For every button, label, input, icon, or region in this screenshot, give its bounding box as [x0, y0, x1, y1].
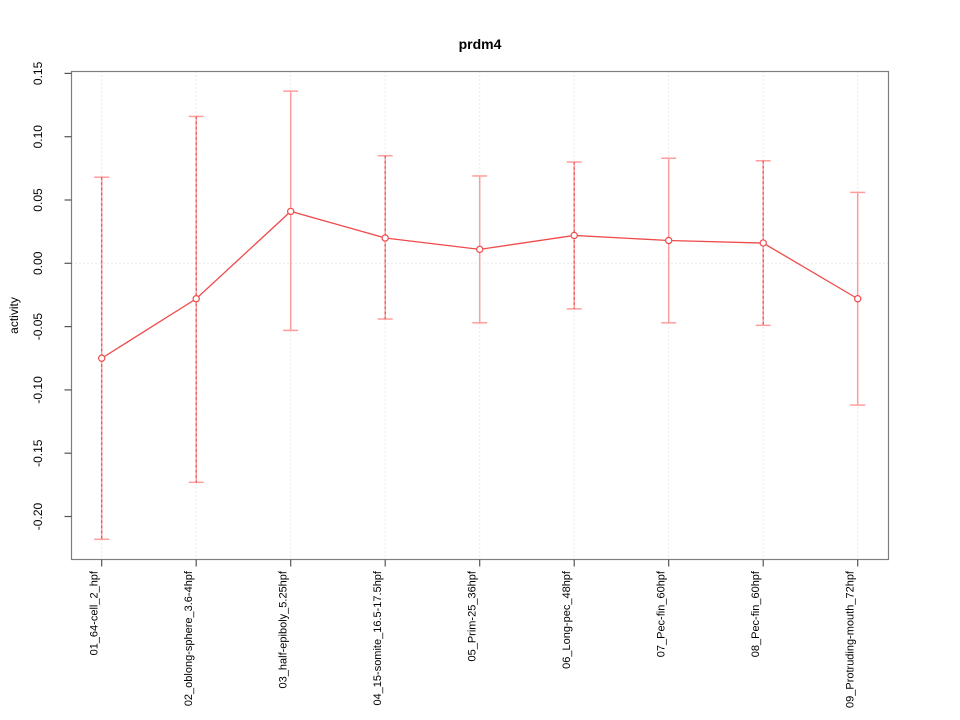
- data-point-marker: [570, 231, 578, 240]
- data-point-marker: [381, 234, 389, 242]
- data-point-marker: [476, 245, 484, 254]
- data-point-marker: [287, 207, 295, 216]
- y-tick-label: -0.10: [31, 376, 45, 404]
- x-tick-label: 09_Protruding-mouth_72hpf: [845, 570, 857, 708]
- data-point-marker: [759, 239, 767, 247]
- x-tick-label: 01_64-cell_2_hpf: [89, 570, 101, 655]
- data-point-marker: [854, 295, 862, 303]
- x-tick-label: 03_half-epiboly_5.25hpf: [278, 570, 290, 688]
- y-axis-label: activity: [7, 297, 21, 334]
- data-point-marker: [665, 236, 673, 245]
- chart-layers: -0.20 -0.15 -0.10 -0.05 0.00 0.05 0.10 0.15 01_6…: [31, 61, 890, 708]
- y-tick-label: 0.15: [31, 61, 45, 85]
- y-tick-label: 0.05: [31, 188, 45, 212]
- y-tick-label: 0.00: [31, 251, 45, 275]
- y-tick-label: -0.20: [31, 503, 45, 531]
- y-tick-label: 0.10: [31, 125, 45, 149]
- x-tick-label: 02_oblong-sphere_3.6-4hpf: [183, 570, 195, 706]
- x-tick-label: 05_Prim-25_36hpf: [467, 570, 479, 661]
- chart-title: prdm4: [459, 36, 502, 52]
- y-tick-label: -0.15: [31, 439, 45, 467]
- data-points: [97, 207, 862, 362]
- data-point-marker: [192, 295, 200, 303]
- x-tick-label: 06_Long-pec_48hpf: [561, 570, 573, 669]
- x-tick-label: 04_15-somite_16.5-17.5hpf: [372, 570, 384, 705]
- x-tick-label: 07_Pec-fin_60hpf: [656, 570, 668, 657]
- y-tick-label: -0.05: [31, 313, 45, 341]
- data-point-marker: [97, 354, 106, 362]
- x-tick-label: 08_Pec-fin_60hpf: [750, 570, 762, 657]
- x-axis: 01_64-cell_2_hpf 02_oblong-sphere_3.6-4hp…: [89, 559, 859, 708]
- y-axis: -0.20 -0.15 -0.10 -0.05 0.00 0.05 0.10 0.15: [31, 61, 72, 530]
